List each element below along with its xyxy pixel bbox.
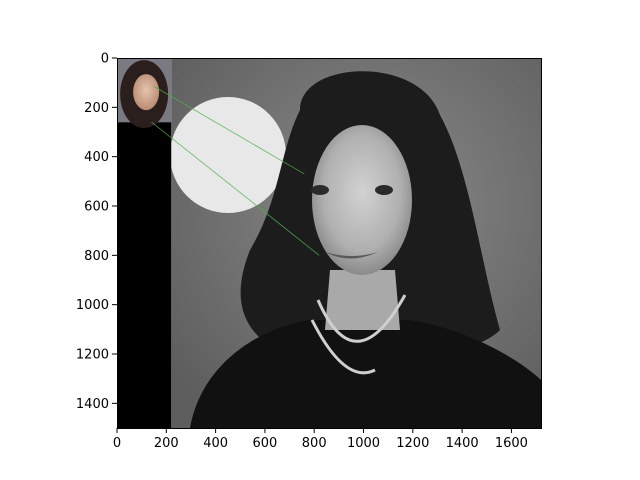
y-tick-label: 1000 bbox=[76, 298, 109, 313]
neck bbox=[325, 270, 400, 330]
y-tick-label: 200 bbox=[84, 101, 109, 116]
x-tick-label: 1600 bbox=[495, 436, 528, 451]
y-tick-label: 1200 bbox=[76, 348, 109, 363]
x-axis-ticks: 0 200 400 600 800 1000 1200 1400 1600 bbox=[113, 428, 528, 451]
necklace bbox=[310, 294, 407, 375]
y-tick-label: 0 bbox=[101, 52, 109, 67]
match-line-1 bbox=[151, 121, 320, 256]
x-tick-label: 400 bbox=[203, 436, 228, 451]
mouth bbox=[325, 252, 378, 259]
face bbox=[312, 125, 412, 275]
y-tick-label: 400 bbox=[84, 150, 109, 165]
thumbnail-face-skin bbox=[133, 74, 160, 111]
black-padding bbox=[117, 122, 172, 428]
x-tick-label: 600 bbox=[252, 436, 277, 451]
right-eye bbox=[375, 185, 393, 195]
thumbnail-face bbox=[117, 58, 172, 129]
y-tick-label: 600 bbox=[84, 200, 109, 215]
axes-frame bbox=[117, 58, 542, 429]
x-tick-label: 800 bbox=[302, 436, 327, 451]
x-tick-label: 1400 bbox=[446, 436, 479, 451]
hp-logo-circle bbox=[170, 97, 286, 213]
x-tick-label: 0 bbox=[113, 436, 121, 451]
y-tick-label: 800 bbox=[84, 249, 109, 264]
x-tick-label: 200 bbox=[154, 436, 179, 451]
x-tick-label: 1200 bbox=[396, 436, 429, 451]
left-eye bbox=[311, 185, 329, 195]
x-tick-label: 1000 bbox=[347, 436, 380, 451]
match-line-0 bbox=[153, 86, 305, 175]
y-axis-ticks: 0 200 400 600 800 1000 1200 1400 bbox=[76, 52, 117, 412]
match-lines bbox=[151, 86, 320, 256]
image-area bbox=[117, 58, 541, 428]
main-photo bbox=[170, 58, 541, 428]
y-tick-label: 1400 bbox=[76, 397, 109, 412]
